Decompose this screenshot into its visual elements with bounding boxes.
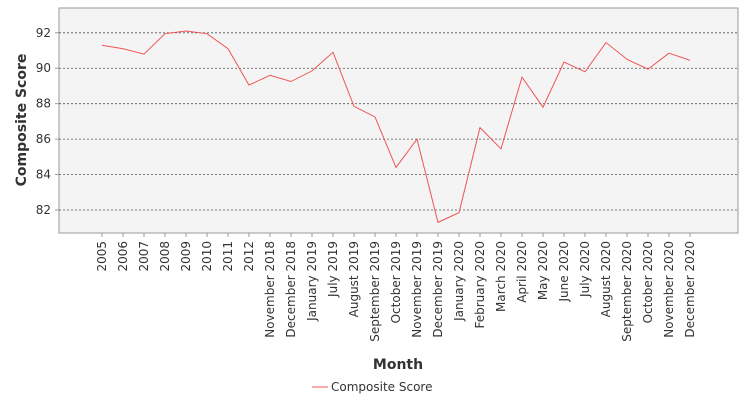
x-tick-label: 2011 [221,241,235,272]
data-point [353,105,356,108]
data-point [416,138,419,141]
x-tick-label: 2008 [158,241,172,272]
data-point [164,32,167,35]
plot-area [58,7,739,234]
data-point [563,61,566,64]
data-point [185,30,188,33]
x-tick-label: May 2020 [536,241,550,300]
series-line-composite-score [101,30,691,224]
data-point [122,47,125,50]
data-point [290,80,293,83]
x-tick-label: December 2019 [431,241,445,338]
x-tick-label: December 2020 [683,241,697,338]
data-point [647,68,650,71]
data-point [500,147,503,150]
data-point [332,51,335,54]
x-tick-label: April 2020 [515,241,529,303]
x-tick-label: August 2020 [599,241,613,317]
data-point [668,52,671,55]
x-tick-label: September 2020 [620,241,634,342]
data-point [584,70,587,73]
x-tick-label: February 2020 [473,241,487,329]
x-tick-label: March 2020 [494,241,508,312]
x-tick-label: 2005 [95,241,109,272]
x-axis-ticks: 2005 2006 2007 2008 2009 2010 2011 2012 November… [95,233,697,342]
data-point [395,166,398,169]
x-tick-label: 2009 [179,241,193,272]
data-point [374,115,377,118]
data-point [269,74,272,77]
x-tick-label: July 2020 [578,241,592,298]
x-tick-label: November 2018 [263,241,277,338]
y-tick-label: 86 [36,132,51,146]
x-tick-label: 2006 [116,241,130,272]
y-tick-label: 82 [36,203,51,217]
x-tick-label: October 2020 [641,241,655,323]
x-axis-title: Month [373,357,423,373]
x-tick-label: October 2019 [389,241,403,323]
x-tick-label: December 2018 [284,241,298,338]
x-tick-label: 2007 [137,241,151,272]
data-point [605,41,608,44]
x-tick-label: January 2019 [305,241,319,322]
y-tick-label: 84 [36,168,51,182]
y-axis-title: Composite Score [14,54,30,187]
data-point [311,69,314,72]
data-point [248,84,251,87]
y-tick-label: 90 [36,61,51,75]
data-point [626,58,629,61]
x-tick-label: November 2019 [410,241,424,338]
x-tick-label: November 2020 [662,241,676,338]
x-tick-label: 2010 [200,241,214,272]
data-point [101,44,104,47]
x-tick-label: June 2020 [557,241,571,303]
x-tick-label: 2012 [242,241,256,272]
data-point [479,126,482,129]
y-axis-ticks: 82 84 86 88 90 92 [36,26,59,217]
legend: Composite Score [312,380,432,394]
y-tick-label: 88 [36,97,51,111]
legend-label-composite-score: Composite Score [331,380,432,394]
data-point [227,47,230,50]
data-point [206,32,209,35]
data-point [143,53,146,56]
data-point [437,221,440,224]
y-tick-label: 92 [36,26,51,40]
x-tick-label: September 2019 [368,241,382,342]
data-point [542,106,545,109]
x-tick-label: July 2019 [326,241,340,298]
data-point [458,211,461,214]
data-point [689,59,692,62]
x-tick-label: August 2019 [347,241,361,317]
series-layer [101,30,692,224]
data-point [521,76,524,79]
x-tick-label: January 2020 [452,241,466,322]
